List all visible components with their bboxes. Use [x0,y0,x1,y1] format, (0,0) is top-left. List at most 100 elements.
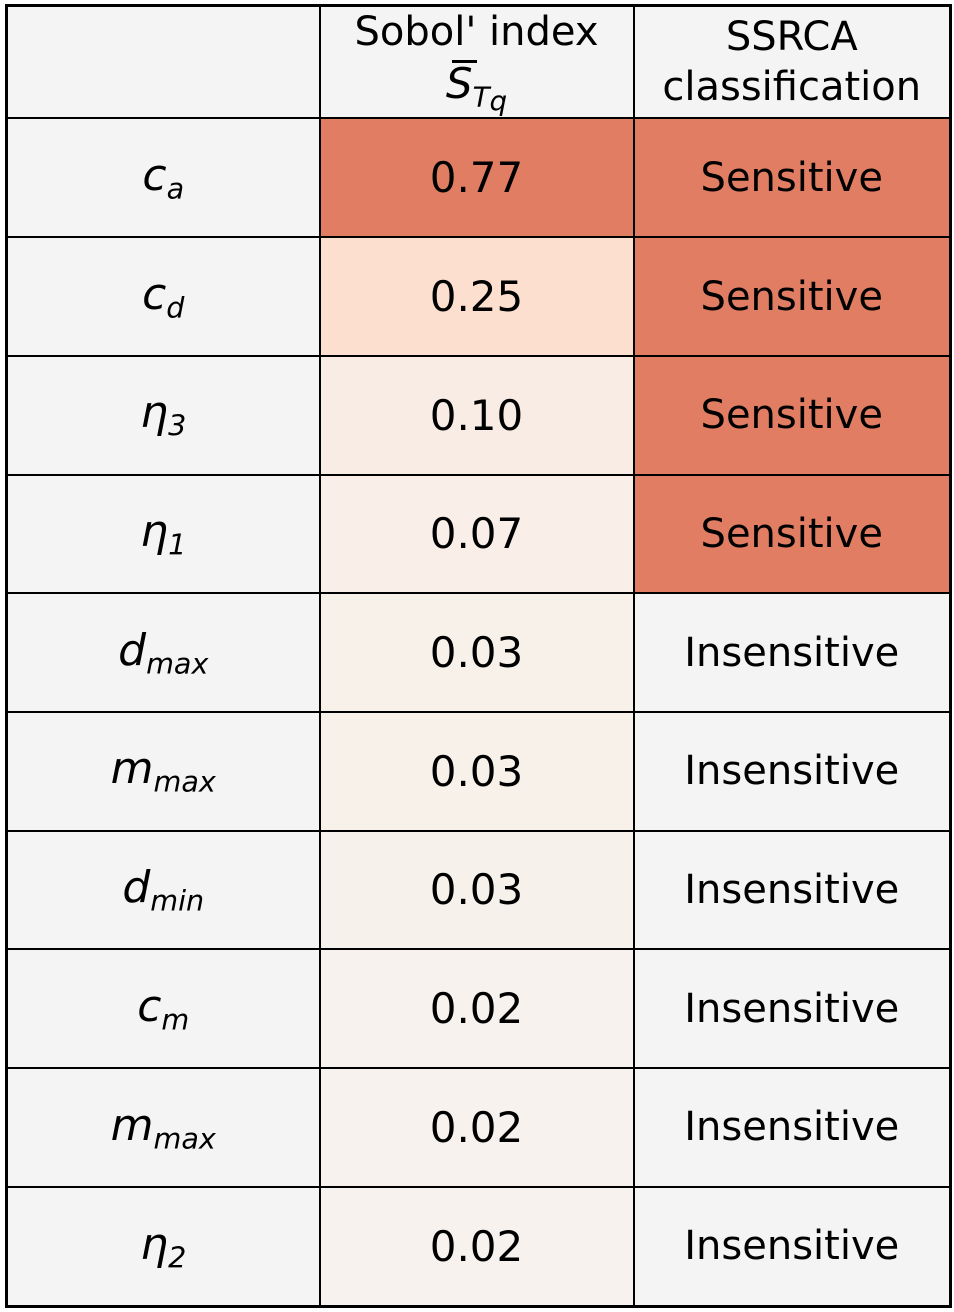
classification-label: Sensitive [700,273,883,320]
param-cell: dmin [5,829,321,951]
classification-label: Insensitive [684,748,900,795]
param-cell: mmax [5,710,321,832]
sobol-value-cell: 0.03 [318,829,635,951]
sobol-value: 0.07 [429,509,524,559]
header-row: Sobol' index STq SSRCA classification [5,4,952,120]
sobol-value-cell: 0.77 [318,117,635,239]
classification-label: Insensitive [684,629,900,676]
header-classification-label: SSRCA classification [662,14,922,111]
table-body: ca 0.77 Sensitive cd 0.25 Sensitive η3 0… [5,117,952,1308]
param-label: mmax [110,1099,216,1156]
param-subscript: 1 [168,527,187,562]
table-row: dmax 0.03 Insensitive [5,592,952,713]
sobol-symbol-base: S [445,59,477,108]
sobol-value-cell: 0.25 [318,236,635,357]
param-base: m [110,1099,154,1151]
sobol-symbol-sub-q: q [489,84,508,118]
table-row: η1 0.07 Sensitive [5,473,952,595]
sobol-value-cell: 0.03 [318,592,635,713]
param-label: η3 [140,387,186,443]
sobol-value: 0.03 [429,865,524,915]
classification-cell: Insensitive [632,1066,952,1188]
table-header: Sobol' index STq SSRCA classification [5,4,952,120]
param-subscript: 3 [168,408,187,443]
classification-label: Insensitive [684,1223,900,1270]
classification-label: Sensitive [700,154,883,201]
param-base: c [142,150,167,202]
param-base: c [142,268,167,320]
sobol-value-cell: 0.02 [318,1185,635,1308]
classification-cell: Insensitive [632,710,952,832]
table-row: η3 0.10 Sensitive [5,354,952,476]
param-base: η [140,1218,169,1270]
sobol-value-cell: 0.02 [318,1066,635,1188]
header-param-cell [5,4,321,120]
param-cell: mmax [5,1066,321,1188]
sobol-value: 0.03 [429,746,524,796]
table-row: mmax 0.02 Insensitive [5,1066,952,1188]
classification-cell: Insensitive [632,592,952,713]
classification-cell: Insensitive [632,948,952,1069]
sobol-value-cell: 0.07 [318,473,635,595]
classification-label: Insensitive [684,985,900,1032]
sobol-value-cell: 0.02 [318,948,635,1069]
classification-cell: Sensitive [632,473,952,595]
table-row: cm 0.02 Insensitive [5,948,952,1069]
classification-cell: Sensitive [632,236,952,357]
param-label: η1 [140,506,186,562]
sobol-value: 0.25 [429,272,524,321]
header-classification-cell: SSRCA classification [632,4,952,120]
sensitivity-table: Sobol' index STq SSRCA classification ca… [5,4,952,1308]
table-row: ca 0.77 Sensitive [5,117,952,239]
classification-cell: Insensitive [632,829,952,951]
sobol-value: 0.02 [429,984,524,1034]
sobol-symbol: STq [322,59,632,118]
classification-label: Sensitive [700,392,883,439]
sobol-value: 0.03 [429,628,524,678]
classification-label: Insensitive [684,866,900,913]
param-subscript: max [153,1121,216,1156]
param-cell: ca [5,117,321,239]
table-row: dmin 0.03 Insensitive [5,829,952,951]
table-row: mmax 0.03 Insensitive [5,710,952,832]
sobol-value: 0.10 [429,390,524,440]
param-subscript: d [166,290,185,325]
sobol-symbol-sub-T: T [472,80,490,114]
param-label: cd [142,268,184,325]
param-cell: cm [5,948,321,1069]
param-base: η [140,387,169,439]
param-subscript: 2 [168,1240,187,1275]
sobol-value-cell: 0.10 [318,354,635,476]
sobol-value: 0.77 [429,153,524,203]
classification-label: Insensitive [684,1104,900,1151]
header-sobol-title: Sobol' index [354,9,599,55]
param-subscript: a [166,171,185,206]
param-subscript: m [161,1002,190,1037]
param-base: d [118,624,147,676]
header-sobol-cell: Sobol' index STq [318,4,635,120]
param-label: cm [137,980,189,1037]
param-cell: η2 [5,1185,321,1308]
param-cell: η3 [5,354,321,476]
param-cell: dmax [5,592,321,713]
classification-cell: Sensitive [632,117,952,239]
param-base: η [140,506,169,558]
param-base: m [110,743,154,795]
sobol-value: 0.02 [429,1221,524,1271]
param-label: dmin [122,862,204,918]
table-row: cd 0.25 Sensitive [5,236,952,357]
param-base: c [137,980,162,1032]
param-label: η2 [140,1218,186,1275]
table-row: η2 0.02 Insensitive [5,1185,952,1308]
param-label: ca [142,150,184,206]
param-subscript: min [150,883,205,918]
param-cell: η1 [5,473,321,595]
classification-cell: Insensitive [632,1185,952,1308]
param-label: dmax [118,624,208,681]
param-cell: cd [5,236,321,357]
classification-cell: Sensitive [632,354,952,476]
param-label: mmax [110,743,216,799]
param-subscript: max [153,765,216,800]
sobol-value: 0.02 [429,1102,524,1152]
